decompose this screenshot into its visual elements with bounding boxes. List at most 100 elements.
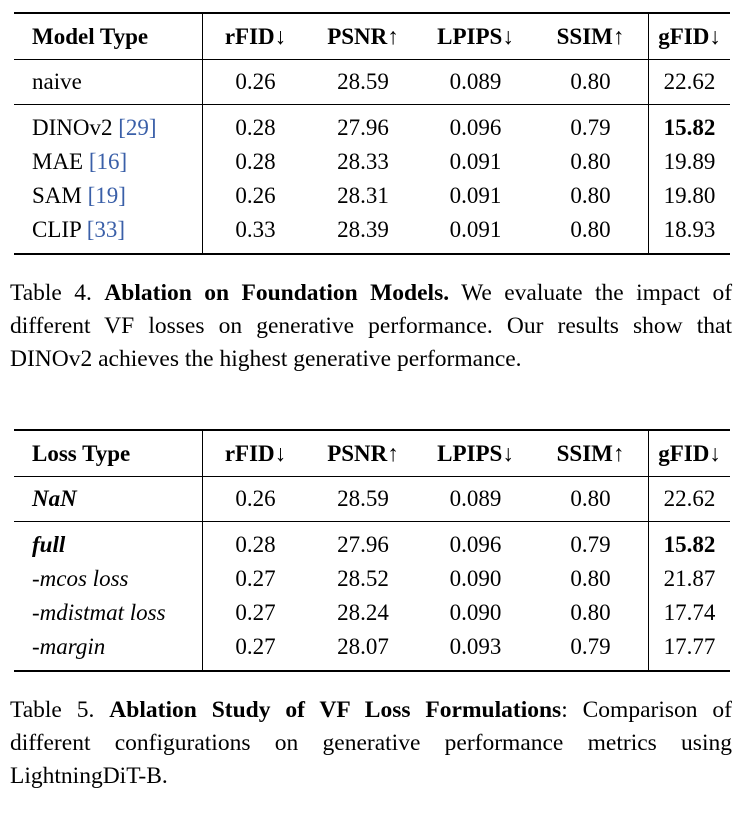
table4-header-psnr: PSNR↑ xyxy=(308,13,418,60)
table4-block: Model Type rFID↓ PSNR↑ LPIPS↓ SSIM↑ gFID… xyxy=(10,12,734,376)
rfid-cell: 0.28 xyxy=(235,115,276,140)
table-row: CLIP [33] 0.33 28.39 0.091 0.80 18.93 xyxy=(14,213,730,254)
ssim-cell: 0.80 xyxy=(533,562,649,596)
gfid-cell: 19.89 xyxy=(663,149,716,174)
table-row: MAE [16] 0.28 28.33 0.091 0.80 19.89 xyxy=(14,145,730,179)
table4-row-name: MAE [16] xyxy=(14,145,203,179)
lpips-cell: 0.091 xyxy=(449,149,502,174)
lpips-cell: 0.090 xyxy=(449,600,502,625)
lpips-cell: 0.096 xyxy=(449,115,502,140)
table4-header-gfid: gFID↓ xyxy=(648,13,730,60)
table5-header-loss-type: Loss Type xyxy=(14,430,203,477)
table-row: full 0.28 27.96 0.096 0.79 15.82 xyxy=(14,521,730,562)
citation-link[interactable]: [33] xyxy=(86,217,126,242)
gfid-cell: 17.74 xyxy=(663,600,716,625)
table-row: -margin 0.27 28.07 0.093 0.79 17.77 xyxy=(14,630,730,671)
table4-header-model-type: Model Type xyxy=(14,13,203,60)
rfid-cell: 0.28 xyxy=(235,149,276,174)
table4-baseline-psnr: 28.59 xyxy=(308,59,418,105)
rfid-cell: 0.26 xyxy=(235,183,276,208)
caption-text: : Comparison of different configurations… xyxy=(10,697,732,789)
table4-header-rfid: rFID↓ xyxy=(202,13,308,60)
psnr-cell: 27.96 xyxy=(337,115,389,140)
table4: Model Type rFID↓ PSNR↑ LPIPS↓ SSIM↑ gFID… xyxy=(14,12,730,255)
psnr-cell: 28.24 xyxy=(337,600,389,625)
table4-header-ssim: SSIM↑ xyxy=(533,13,649,60)
ssim-cell: 0.79 xyxy=(533,104,649,145)
rfid-cell: 0.28 xyxy=(235,532,276,557)
loss-name: -mdistmat loss xyxy=(14,596,203,630)
table5-header-psnr: PSNR↑ xyxy=(308,430,418,477)
table5-caption: Table 5. Ablation Study of VF Loss Formu… xyxy=(10,694,734,793)
gfid-cell: 18.93 xyxy=(663,217,716,242)
table5-header-gfid: gFID↓ xyxy=(648,430,730,477)
caption-title: Ablation on Foundation Models. xyxy=(104,280,450,306)
table5-baseline-lpips: 0.089 xyxy=(418,476,533,522)
table5: Loss Type rFID↓ PSNR↑ LPIPS↓ SSIM↑ gFID↓… xyxy=(14,429,730,672)
loss-name: -margin xyxy=(14,630,203,671)
table5-baseline-ssim: 0.80 xyxy=(533,476,649,522)
table4-header-lpips: LPIPS↓ xyxy=(418,13,533,60)
lpips-cell: 0.093 xyxy=(449,634,502,659)
table4-baseline-ssim: 0.80 xyxy=(533,59,649,105)
gfid-cell: 17.77 xyxy=(663,634,716,659)
table4-row-name: SAM [19] xyxy=(14,179,203,213)
table5-header-ssim: SSIM↑ xyxy=(533,430,649,477)
ssim-cell: 0.80 xyxy=(533,145,649,179)
rfid-cell: 0.27 xyxy=(235,566,276,591)
model-name: SAM xyxy=(32,183,82,208)
table5-header-rfid: rFID↓ xyxy=(202,430,308,477)
table-row: -mcos loss 0.27 28.52 0.090 0.80 21.87 xyxy=(14,562,730,596)
loss-name: full xyxy=(14,521,203,562)
lpips-cell: 0.091 xyxy=(449,183,502,208)
citation-link[interactable]: [29] xyxy=(118,115,157,140)
lpips-cell: 0.096 xyxy=(449,532,502,557)
gfid-cell-best: 15.82 xyxy=(663,532,716,557)
model-name: MAE xyxy=(32,149,84,174)
psnr-cell: 27.96 xyxy=(337,532,389,557)
table4-row-name: DINOv2 [29] xyxy=(14,104,203,145)
loss-name: -mcos loss xyxy=(14,562,203,596)
citation-link[interactable]: [16] xyxy=(88,149,128,174)
table5-header-lpips: LPIPS↓ xyxy=(418,430,533,477)
caption-text: We evaluate the impact of different VF l… xyxy=(10,280,733,372)
psnr-cell: 28.33 xyxy=(337,149,389,174)
gfid-cell: 21.87 xyxy=(663,566,716,591)
table5-block: Loss Type rFID↓ PSNR↑ LPIPS↓ SSIM↑ gFID↓… xyxy=(10,429,734,793)
table4-baseline-lpips: 0.089 xyxy=(418,59,533,105)
table-row: -mdistmat loss 0.27 28.24 0.090 0.80 17.… xyxy=(14,596,730,630)
table4-row-name: CLIP [33] xyxy=(14,213,203,254)
table-row: SAM [19] 0.26 28.31 0.091 0.80 19.80 xyxy=(14,179,730,213)
model-name: CLIP xyxy=(32,217,81,242)
gfid-cell: 19.80 xyxy=(663,183,716,208)
ssim-cell: 0.80 xyxy=(533,213,649,254)
table5-baseline-psnr: 28.59 xyxy=(308,476,418,522)
ssim-cell: 0.80 xyxy=(533,179,649,213)
caption-label: Table 4. xyxy=(10,280,92,306)
ssim-cell: 0.79 xyxy=(533,521,649,562)
gfid-cell-best: 15.82 xyxy=(663,115,716,140)
rfid-cell: 0.27 xyxy=(235,600,276,625)
ssim-cell: 0.80 xyxy=(533,596,649,630)
table4-header-row: Model Type rFID↓ PSNR↑ LPIPS↓ SSIM↑ gFID… xyxy=(14,13,730,60)
table5-header-row: Loss Type rFID↓ PSNR↑ LPIPS↓ SSIM↑ gFID↓ xyxy=(14,430,730,477)
table5-baseline-row: NaN 0.26 28.59 0.089 0.80 22.62 xyxy=(14,476,730,522)
table4-caption: Table 4. Ablation on Foundation Models. … xyxy=(10,277,734,376)
lpips-cell: 0.090 xyxy=(449,566,502,591)
table-row: DINOv2 [29] 0.28 27.96 0.096 0.79 15.82 xyxy=(14,104,730,145)
table5-baseline-name: NaN xyxy=(14,476,203,522)
rfid-cell: 0.33 xyxy=(235,217,276,242)
table4-baseline-rfid: 0.26 xyxy=(202,59,308,105)
table5-baseline-gfid: 22.62 xyxy=(648,476,730,522)
lpips-cell: 0.091 xyxy=(449,217,502,242)
table4-baseline-row: naive 0.26 28.59 0.089 0.80 22.62 xyxy=(14,59,730,105)
ssim-cell: 0.79 xyxy=(533,630,649,671)
caption-title: Ablation Study of VF Loss Formulations xyxy=(109,697,562,723)
citation-link[interactable]: [19] xyxy=(87,183,126,208)
psnr-cell: 28.52 xyxy=(337,566,389,591)
table4-baseline-gfid: 22.62 xyxy=(648,59,730,105)
psnr-cell: 28.31 xyxy=(337,183,389,208)
caption-label: Table 5. xyxy=(10,697,95,723)
model-name: DINOv2 xyxy=(32,115,113,140)
psnr-cell: 28.07 xyxy=(337,634,389,659)
